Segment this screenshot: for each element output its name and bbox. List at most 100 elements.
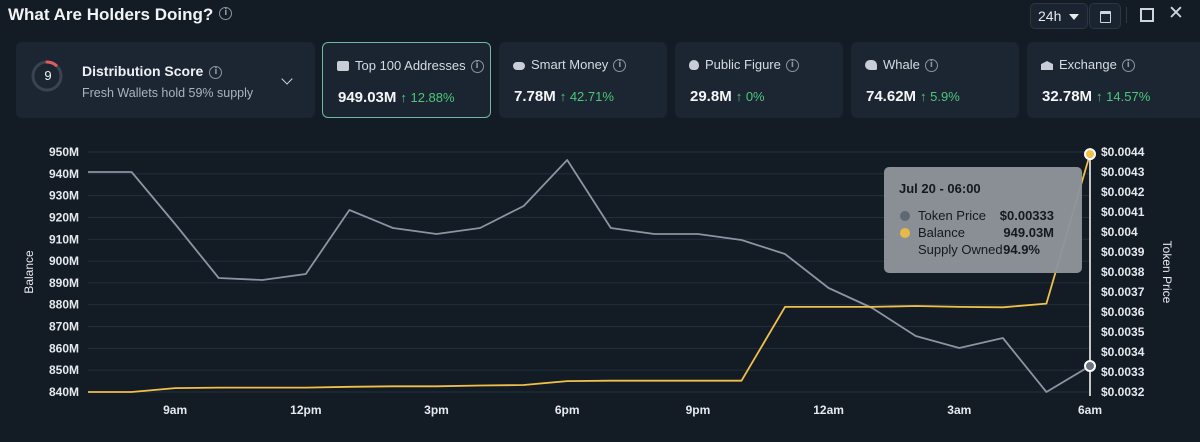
y-left-tick-label: 840M bbox=[49, 385, 79, 399]
info-icon[interactable]: i bbox=[209, 65, 223, 79]
x-tick-label: 12am bbox=[813, 403, 844, 417]
y-right-tick-label: $0.0035 bbox=[1101, 325, 1145, 339]
y-right-tick-label: $0.0032 bbox=[1101, 385, 1145, 399]
y-right-tick-label: $0.0037 bbox=[1101, 285, 1145, 299]
distribution-title-text: Distribution Score bbox=[82, 63, 204, 79]
card-title: Public Figure i bbox=[689, 57, 799, 73]
header: What Are Holders Doing? i 24h ✕ bbox=[0, 0, 1200, 30]
whale-icon bbox=[865, 60, 877, 70]
tooltip-row-token-price: Token Price $0.00333 bbox=[900, 208, 1070, 224]
card-title: Exchange i bbox=[1041, 57, 1135, 73]
card-value-text: 949.03M bbox=[338, 89, 397, 106]
close-button[interactable]: ✕ bbox=[1168, 2, 1184, 24]
y-left-tick-label: 910M bbox=[49, 232, 79, 246]
card-change: ↑ 42.71% bbox=[559, 89, 614, 104]
y-left-tick-label: 920M bbox=[49, 210, 79, 224]
x-tick-label: 3am bbox=[947, 403, 971, 417]
fullscreen-button[interactable] bbox=[1138, 6, 1156, 24]
chevron-down-icon bbox=[1069, 14, 1079, 20]
y-left-tick-label: 860M bbox=[49, 341, 79, 355]
card-exchange[interactable]: Exchange i 32.78M ↑ 14.57% bbox=[1027, 42, 1200, 118]
divider bbox=[1126, 7, 1127, 23]
y-left-tick-label: 900M bbox=[49, 254, 79, 268]
card-value: 32.78M ↑ 14.57% bbox=[1042, 88, 1150, 105]
y-right-tick-label: $0.0044 bbox=[1101, 145, 1145, 159]
y-right-tick-label: $0.0038 bbox=[1101, 265, 1145, 279]
period-select[interactable]: 24h bbox=[1030, 3, 1088, 29]
card-value-text: 7.78M bbox=[514, 88, 556, 105]
tooltip-value: $0.00333 bbox=[999, 208, 1054, 223]
card-title-text: Smart Money bbox=[531, 57, 609, 72]
card-value: 7.78M ↑ 42.71% bbox=[514, 88, 614, 105]
card-change: ↑ 0% bbox=[735, 89, 765, 104]
y-left-tick-label: 850M bbox=[49, 363, 79, 377]
card-title-text: Whale bbox=[883, 57, 920, 72]
page-title: What Are Holders Doing? i bbox=[8, 5, 233, 25]
tooltip-row-supply-owned: Supply Owned 94.9% bbox=[900, 242, 1040, 258]
info-icon[interactable]: i bbox=[924, 59, 938, 73]
fullscreen-icon-part bbox=[1147, 8, 1154, 15]
y-right-tick-label: $0.004 bbox=[1101, 225, 1138, 239]
card-change: ↑ 12.88% bbox=[400, 90, 455, 105]
tooltip-label: Token Price bbox=[918, 208, 986, 223]
card-whale[interactable]: Whale i 74.62M ↑ 5.9% bbox=[851, 42, 1019, 118]
fullscreen-icon-part bbox=[1140, 15, 1147, 22]
score-value: 9 bbox=[44, 68, 52, 83]
token-price-dot bbox=[900, 211, 910, 221]
card-top-100-addresses[interactable]: Top 100 Addresses i 949.03M ↑ 12.88% bbox=[322, 42, 491, 118]
fullscreen-icon-part bbox=[1147, 15, 1154, 22]
card-value: 29.8M ↑ 0% bbox=[690, 88, 765, 105]
card-public-figure[interactable]: Public Figure i 29.8M ↑ 0% bbox=[675, 42, 843, 118]
info-icon[interactable]: i bbox=[785, 59, 799, 73]
y-right-tick-label: $0.0041 bbox=[1101, 205, 1145, 219]
balance-point bbox=[1084, 148, 1096, 161]
x-tick-label: 6am bbox=[1078, 403, 1102, 417]
token-price-line bbox=[88, 159, 1091, 393]
y-right-tick-label: $0.0039 bbox=[1101, 245, 1145, 259]
x-tick-label: 9pm bbox=[686, 403, 711, 417]
card-value: 74.62M ↑ 5.9% bbox=[866, 88, 960, 105]
y-right-tick-label: $0.0033 bbox=[1101, 365, 1145, 379]
y-right-tick-label: $0.0042 bbox=[1101, 185, 1145, 199]
card-title-text: Top 100 Addresses bbox=[355, 58, 466, 73]
token-price-point bbox=[1084, 360, 1096, 372]
card-title: Smart Money i bbox=[513, 57, 627, 73]
bank-icon bbox=[1041, 61, 1053, 70]
y-right-tick-label: $0.0036 bbox=[1101, 305, 1145, 319]
card-value-text: 74.62M bbox=[866, 88, 917, 105]
y-left-axis-label: Balance bbox=[22, 250, 36, 294]
y-left-tick-label: 890M bbox=[49, 276, 79, 290]
title-text: What Are Holders Doing? bbox=[8, 5, 214, 24]
x-tick-label: 6pm bbox=[555, 403, 580, 417]
y-left-tick-label: 940M bbox=[49, 167, 79, 181]
calendar-button[interactable] bbox=[1089, 3, 1121, 29]
y-right-tick-label: $0.0043 bbox=[1101, 165, 1145, 179]
card-smart-money[interactable]: Smart Money i 7.78M ↑ 42.71% bbox=[499, 42, 667, 118]
fullscreen-icon bbox=[1140, 8, 1147, 15]
period-value: 24h bbox=[1038, 8, 1062, 24]
info-icon[interactable]: i bbox=[1121, 59, 1135, 73]
info-icon[interactable]: i bbox=[613, 59, 627, 73]
y-right-axis-label: Token Price bbox=[1160, 241, 1174, 304]
info-icon[interactable]: i bbox=[219, 7, 233, 21]
card-value-text: 29.8M bbox=[690, 88, 732, 105]
eye-icon bbox=[513, 62, 525, 70]
info-icon[interactable]: i bbox=[470, 60, 484, 74]
tooltip-title: Jul 20 - 06:00 bbox=[899, 181, 981, 196]
balance-line bbox=[88, 153, 1091, 393]
distribution-score-card[interactable] bbox=[16, 42, 315, 118]
card-title: Top 100 Addresses i bbox=[337, 58, 484, 74]
y-left-tick-label: 930M bbox=[49, 189, 79, 203]
card-value-text: 32.78M bbox=[1042, 88, 1093, 105]
tooltip-row-balance: Balance 949.03M bbox=[900, 225, 1070, 241]
tooltip-value: 94.9% bbox=[1003, 242, 1040, 257]
card-value: 949.03M ↑ 12.88% bbox=[338, 89, 455, 106]
tooltip-label: Balance bbox=[918, 225, 965, 240]
card-title-text: Exchange bbox=[1059, 57, 1117, 72]
card-change: ↑ 5.9% bbox=[920, 89, 960, 104]
card-title-text: Public Figure bbox=[705, 57, 781, 72]
wallet-icon bbox=[337, 61, 349, 71]
paw-icon bbox=[689, 60, 699, 70]
holders-line-chart[interactable]: 840M 850M 860M 870M 880M 890M 900M 910M 920M 930M… bbox=[0, 130, 1200, 442]
x-tick-label: 9am bbox=[163, 403, 187, 417]
